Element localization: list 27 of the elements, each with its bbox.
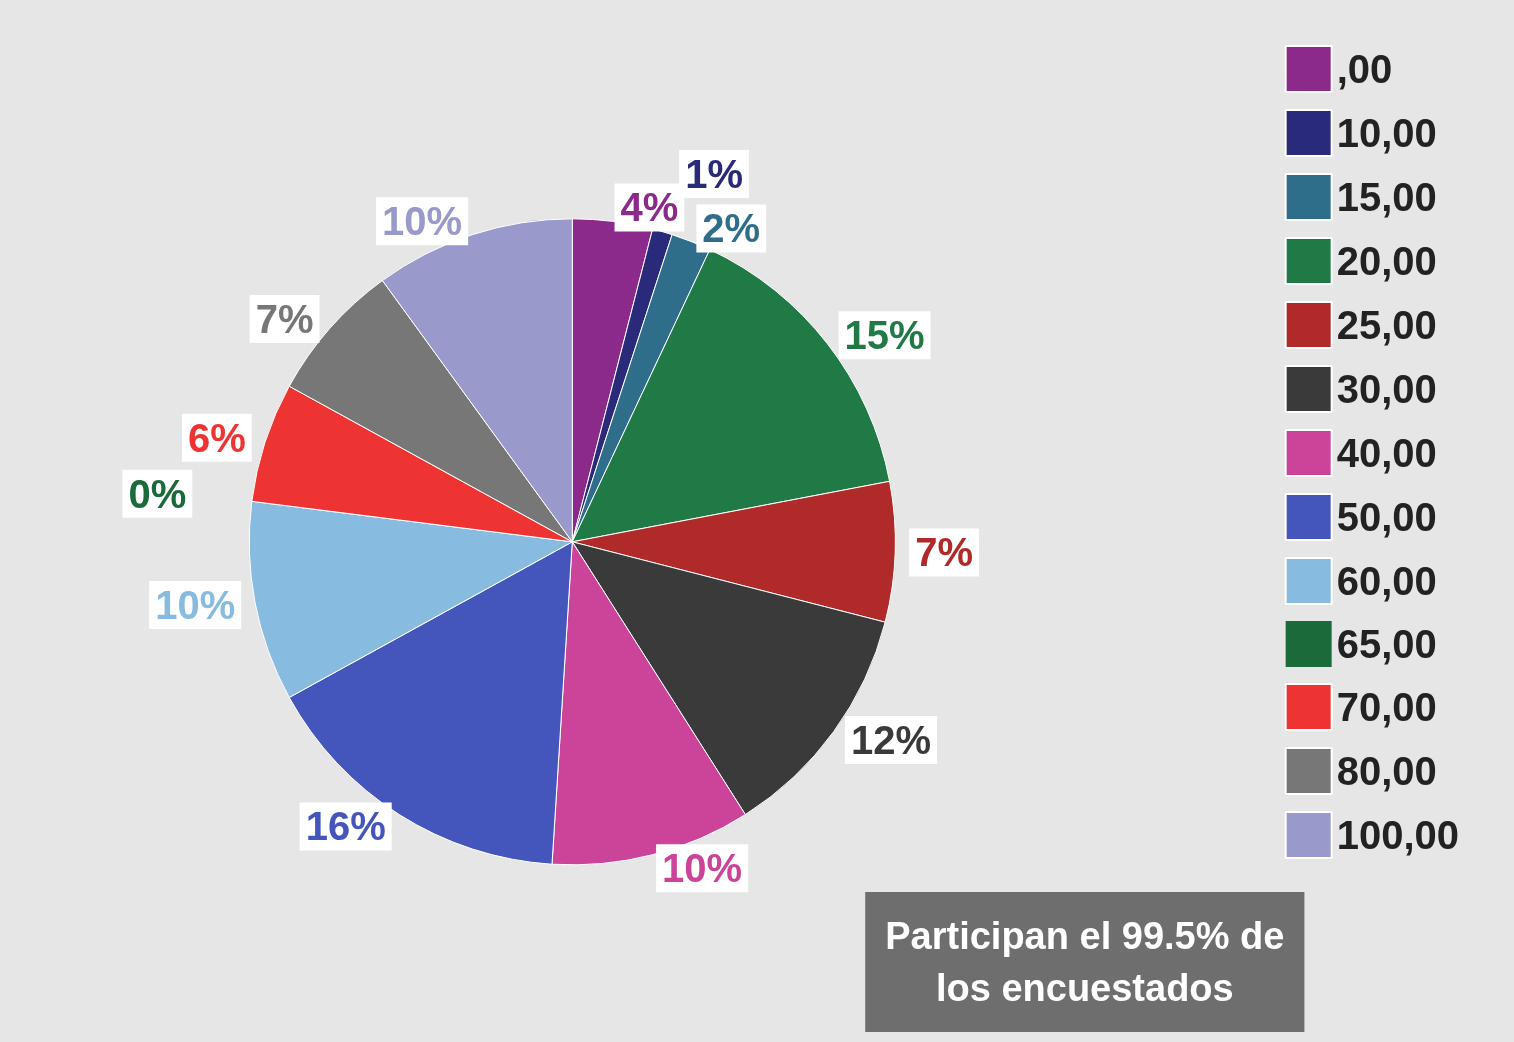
legend-label: 50,00 <box>1336 495 1437 539</box>
text: Participan el 99.5% de los encuestados <box>885 915 1285 1009</box>
legend-label: 70,00 <box>1336 685 1437 729</box>
legend-label: 15,00 <box>1336 175 1437 219</box>
data-label: 15% <box>844 313 925 358</box>
legend-label: 25,00 <box>1336 303 1437 347</box>
legend-label: 40,00 <box>1336 431 1437 475</box>
data-label: 10% <box>382 199 463 244</box>
data-label: 7% <box>255 296 314 341</box>
data-label: 16% <box>305 804 386 849</box>
data-label: 6% <box>187 415 246 460</box>
data-label: 7% <box>915 530 973 575</box>
legend-label: 20,00 <box>1336 239 1437 283</box>
data-label: 10% <box>155 582 236 627</box>
text: 0% <box>128 471 187 516</box>
data-label: 10% <box>662 846 743 891</box>
legend-label: 30,00 <box>1336 367 1437 411</box>
data-label: 1% <box>685 152 743 197</box>
legend-label: 65,00 <box>1336 622 1437 666</box>
legend-label: ,00 <box>1336 47 1393 91</box>
legend-label: 10,00 <box>1336 111 1437 155</box>
legend-label: 100,00 <box>1336 813 1459 857</box>
legend-label: 80,00 <box>1336 749 1437 793</box>
data-label: 4% <box>620 185 679 230</box>
legend-label: 60,00 <box>1336 559 1437 603</box>
data-label: 2% <box>702 206 761 251</box>
data-label: 12% <box>850 717 932 762</box>
